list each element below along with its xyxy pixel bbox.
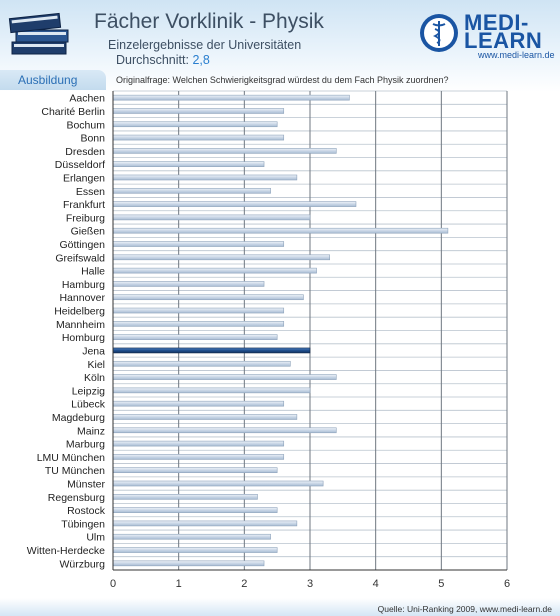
bar-greifswald: [112, 254, 330, 261]
x-tick-label: 6: [504, 578, 510, 590]
bar-köln: [112, 374, 337, 380]
bar-bonn: [112, 134, 285, 141]
bar-bochum: [112, 121, 278, 128]
question-text: Originalfrage: Welchen Schwierigkeitsgra…: [116, 75, 449, 85]
bar-hamburg: [112, 281, 265, 287]
category-label: Witten-Herdecke: [27, 545, 105, 557]
bar-münster: [112, 480, 324, 487]
category-label: Münster: [67, 479, 105, 491]
bar-rostock: [112, 507, 278, 513]
logo-url: www.medi-learn.de: [478, 50, 555, 60]
category-label: Würzburg: [59, 558, 105, 570]
category-label: Göttingen: [59, 239, 105, 251]
category-label: Köln: [84, 372, 105, 384]
bar-ulm: [112, 533, 271, 540]
category-label: Bonn: [80, 133, 105, 145]
bar-charit-berlin: [112, 108, 285, 114]
category-label: Regensburg: [48, 492, 105, 504]
x-tick-label: 2: [241, 578, 247, 590]
category-label: Dresden: [65, 146, 105, 158]
bar-witten-herdecke: [112, 547, 278, 553]
bar-leipzig: [112, 387, 311, 394]
bar-halle: [112, 267, 317, 274]
category-label: Magdeburg: [52, 412, 105, 424]
bar-jena: [112, 347, 311, 354]
x-tick-label: 3: [307, 578, 313, 590]
bar-düsseldorf: [112, 161, 265, 167]
category-label: Bochum: [66, 119, 105, 131]
category-label: Halle: [81, 266, 105, 278]
section-tab-label: Ausbildung: [18, 73, 78, 87]
caduceus-icon: [420, 14, 458, 52]
bar-tu-münchen: [112, 467, 278, 474]
category-label: Düsseldorf: [55, 159, 105, 171]
category-label: LMU München: [37, 452, 105, 464]
category-label: Essen: [76, 186, 105, 198]
category-label: Gießen: [71, 226, 106, 238]
bar-heidelberg: [112, 307, 285, 314]
x-tick-label: 5: [438, 578, 444, 590]
category-label: Erlangen: [63, 172, 105, 184]
category-label: Lübeck: [71, 399, 106, 411]
category-label: TU München: [45, 465, 105, 477]
category-label: Mainz: [77, 425, 105, 437]
bar-marburg: [112, 440, 285, 447]
category-label: Homburg: [62, 332, 105, 344]
logo-line1: MEDI-: [464, 10, 529, 35]
bar-mainz: [112, 427, 337, 434]
category-label: Leipzig: [72, 385, 105, 397]
category-label: Ulm: [86, 532, 105, 544]
subtitle: Einzelergebnisse der Universitäten: [108, 38, 302, 52]
bar-aachen: [112, 94, 350, 101]
category-label: Jena: [82, 345, 105, 357]
bar-göttingen: [112, 241, 285, 247]
bar-würzburg: [112, 560, 265, 567]
bar-erlangen: [112, 174, 298, 181]
category-label: Kiel: [87, 359, 105, 371]
category-label: Rostock: [67, 505, 106, 517]
category-label: Hannover: [59, 292, 105, 304]
section-tab: Ausbildung: [0, 70, 106, 90]
source-note: Quelle: Uni-Ranking 2009, www.medi-learn…: [377, 604, 552, 614]
bar-essen: [112, 187, 271, 194]
bar-dresden: [112, 148, 337, 154]
x-tick-label: 1: [176, 578, 182, 590]
category-label: Greifswald: [55, 252, 105, 264]
bar-mannheim: [112, 321, 285, 327]
bar-gießen: [112, 227, 449, 234]
medi-learn-logo[interactable]: MEDI- LEARN www.medi-learn.de: [418, 8, 558, 68]
category-label: Tübingen: [61, 518, 105, 530]
category-label: Aachen: [69, 93, 105, 105]
category-label: Charité Berlin: [41, 106, 105, 118]
bar-kiel: [112, 360, 291, 367]
bar-magdeburg: [112, 414, 298, 420]
page-title: Fächer Vorklinik - Physik: [94, 10, 324, 33]
bar-lmu-münchen: [112, 454, 285, 460]
books-icon: [8, 12, 69, 55]
bar-regensburg: [112, 494, 258, 500]
bar-tübingen: [112, 520, 298, 527]
x-tick-label: 4: [373, 578, 379, 590]
average-value: 2,8: [192, 53, 210, 67]
footer-band: [0, 598, 560, 616]
bar-lübeck: [112, 400, 285, 407]
average-label: Durchschnitt:: [116, 53, 189, 67]
category-label: Marburg: [66, 439, 105, 451]
bar-freiburg: [112, 214, 311, 221]
category-label: Freiburg: [66, 212, 105, 224]
bar-homburg: [112, 334, 278, 340]
category-label: Frankfurt: [63, 199, 105, 211]
average-line: Durchschnitt: 2,8: [116, 53, 210, 67]
category-label: Hamburg: [62, 279, 105, 291]
category-label: Heidelberg: [54, 306, 105, 318]
logo-line2: LEARN: [464, 28, 543, 53]
bar-frankfurt: [112, 201, 357, 207]
bar-hannover: [112, 294, 304, 301]
category-label: Mannheim: [56, 319, 105, 331]
x-tick-label: 0: [110, 578, 116, 590]
